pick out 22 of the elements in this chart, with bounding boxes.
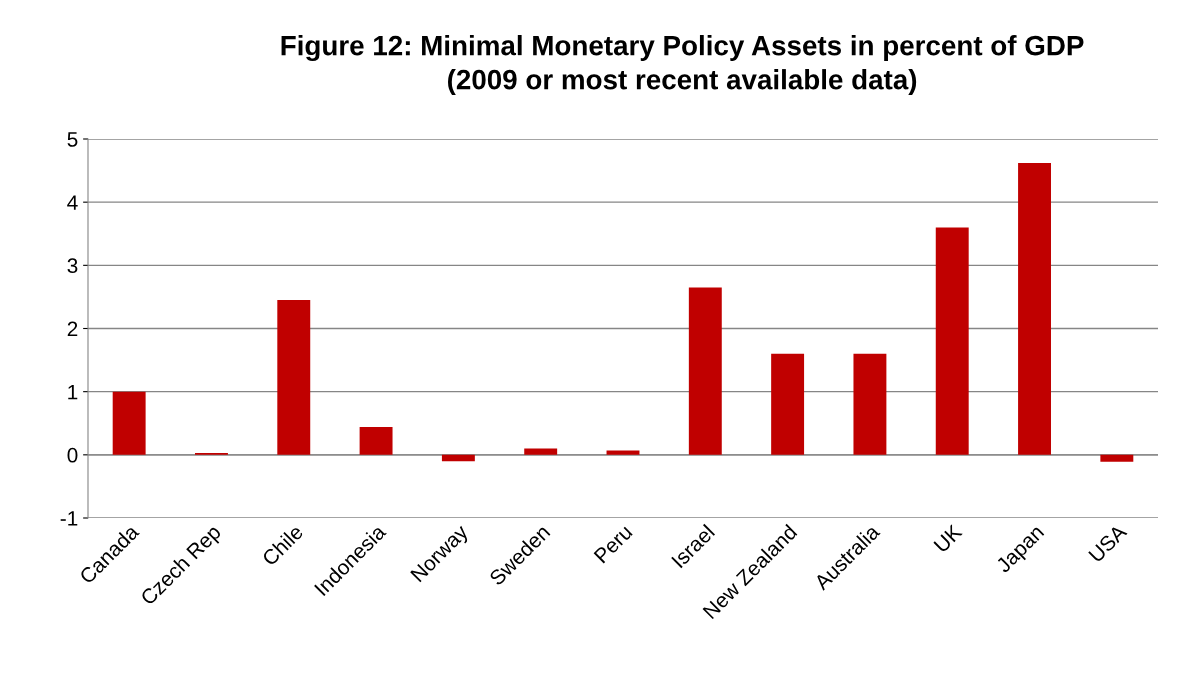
x-tick-label: USA (1088, 523, 1128, 563)
y-tick-label: 3 (67, 258, 78, 274)
bar (359, 427, 393, 455)
y-tick-label: 0 (67, 447, 78, 463)
bar (1100, 454, 1134, 462)
y-tick-label: 5 (67, 132, 78, 147)
bar (277, 300, 311, 455)
chart-title: Figure 12: Minimal Monetary Policy Assets in percent of GDP (2009 or most recent available data) (281, 35, 1084, 95)
bar (688, 287, 722, 455)
y-tick-label: 4 (67, 195, 78, 210)
bar (853, 353, 887, 455)
bar (935, 227, 969, 455)
bar (771, 353, 805, 455)
bar (112, 391, 146, 455)
y-tick-label: 1 (68, 384, 78, 400)
x-tick-label: UK (933, 523, 963, 554)
bar (1018, 163, 1051, 455)
bar (524, 448, 558, 455)
bar (441, 454, 475, 462)
y-tick-label: 2 (67, 321, 78, 337)
y-tick-label: -1 (60, 511, 78, 526)
bar (606, 450, 640, 455)
